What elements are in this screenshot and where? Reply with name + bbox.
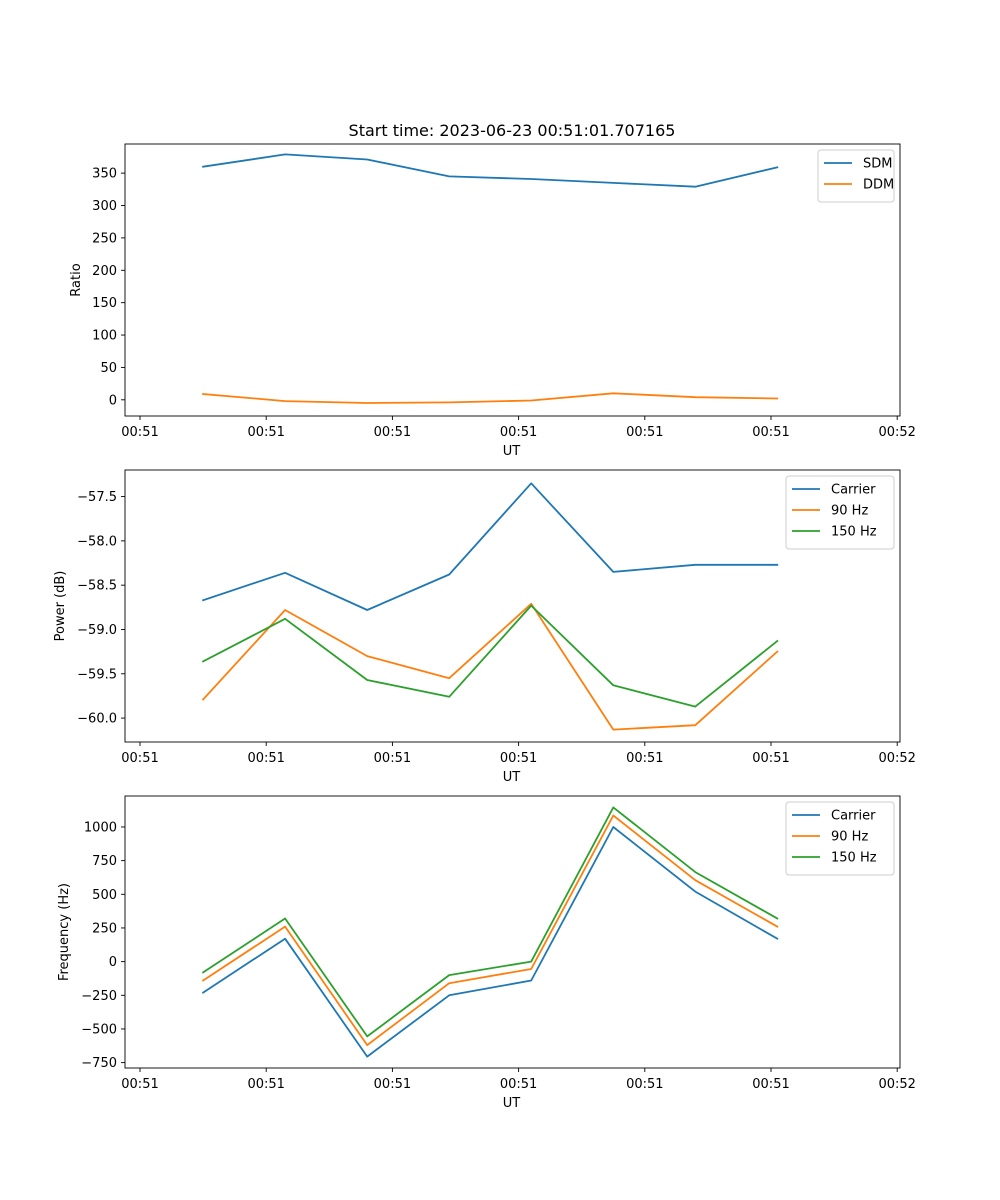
x-tick-label: 00:51 <box>374 425 411 440</box>
axes-frame <box>124 143 901 417</box>
legend-label: Carrier <box>831 809 876 824</box>
x-tick-label: 00:51 <box>626 751 663 766</box>
y-tick-label: 50 <box>100 361 117 376</box>
y-tick-label: 250 <box>92 231 117 246</box>
y-tick-label: 0 <box>109 393 117 408</box>
x-tick-label: 00:51 <box>247 751 284 766</box>
panel-frequency: 00:51 00:51 00:51 00:51 00:51 00:51 00:52 −750 −… <box>57 795 916 1111</box>
axes-frame <box>124 469 901 743</box>
y-axis-label: Frequency (Hz) <box>57 883 72 981</box>
y-axis-label: Power (dB) <box>53 571 68 642</box>
series-line-ddm <box>202 392 779 404</box>
figure-title: Start time: 2023-06-23 00:51:01.707165 <box>349 121 676 140</box>
x-axis-label: UT <box>503 1096 521 1111</box>
y-tick-label: 0 <box>109 955 117 970</box>
x-tick-label: 00:51 <box>500 751 537 766</box>
x-tick-label: 00:52 <box>878 751 915 766</box>
x-tick-label: 00:52 <box>878 425 915 440</box>
y-tick-label: 200 <box>92 264 117 279</box>
x-tick-label: 00:51 <box>247 425 284 440</box>
legend: Carrier 90 Hz 150 Hz <box>785 475 895 550</box>
series-line-carrier <box>201 482 779 611</box>
panel-ratio: 00:51 00:51 00:51 00:51 00:51 00:51 00:52 0 50 10… <box>69 143 916 459</box>
x-axis-label: UT <box>503 770 521 785</box>
series-line-90-hz <box>201 602 779 731</box>
legend-label: 150 Hz <box>831 851 877 866</box>
series-line-150-hz <box>201 604 779 708</box>
x-axis-label: UT <box>503 444 521 459</box>
x-tick-label: 00:51 <box>626 1077 663 1092</box>
legend: SDM DDM <box>817 149 895 203</box>
y-tick-label: −58.5 <box>77 579 117 594</box>
y-tick-label: 250 <box>92 921 117 936</box>
series-line-90-hz <box>201 814 779 1046</box>
y-tick-label: −59.5 <box>77 667 117 682</box>
series-line-150-hz <box>201 806 779 1038</box>
x-tick-label: 00:52 <box>878 1077 915 1092</box>
legend-label: 90 Hz <box>831 830 868 845</box>
axes-frame <box>124 795 901 1069</box>
y-tick-label: −500 <box>81 1022 117 1037</box>
y-tick-label: 150 <box>92 296 117 311</box>
y-axis-label: Ratio <box>69 263 84 296</box>
legend-label: 150 Hz <box>831 525 877 540</box>
y-tick-label: 750 <box>92 854 117 869</box>
y-tick-label: −60.0 <box>77 712 117 727</box>
x-tick-label: 00:51 <box>500 425 537 440</box>
x-tick-label: 00:51 <box>752 751 789 766</box>
x-tick-label: 00:51 <box>121 751 158 766</box>
x-tick-label: 00:51 <box>374 1077 411 1092</box>
x-tick-label: 00:51 <box>247 1077 284 1092</box>
x-tick-label: 00:51 <box>500 1077 537 1092</box>
y-tick-label: −250 <box>81 989 117 1004</box>
x-tick-label: 00:51 <box>121 1077 158 1092</box>
series-line-carrier <box>201 826 779 1058</box>
legend-label: SDM <box>863 157 892 172</box>
x-tick-label: 00:51 <box>121 425 158 440</box>
y-tick-label: 500 <box>92 888 117 903</box>
x-tick-label: 00:51 <box>752 425 789 440</box>
legend: Carrier 90 Hz 150 Hz <box>785 801 895 876</box>
legend-label: 90 Hz <box>831 504 868 519</box>
x-tick-label: 00:51 <box>374 751 411 766</box>
legend-label: DDM <box>863 178 894 193</box>
y-tick-label: −59.0 <box>77 623 117 638</box>
y-tick-label: 1000 <box>84 820 117 835</box>
y-tick-label: −57.5 <box>77 490 117 505</box>
y-tick-label: 350 <box>92 167 117 182</box>
legend-label: Carrier <box>831 483 876 498</box>
x-tick-label: 00:51 <box>626 425 663 440</box>
y-tick-label: −58.0 <box>77 534 117 549</box>
series-line-sdm <box>202 153 779 188</box>
y-tick-label: 100 <box>92 329 117 344</box>
x-tick-label: 00:51 <box>752 1077 789 1092</box>
y-tick-label: 300 <box>92 199 117 214</box>
y-tick-label: −750 <box>81 1056 117 1071</box>
panel-power: 00:51 00:51 00:51 00:51 00:51 00:51 00:52 −60.0… <box>53 469 916 785</box>
